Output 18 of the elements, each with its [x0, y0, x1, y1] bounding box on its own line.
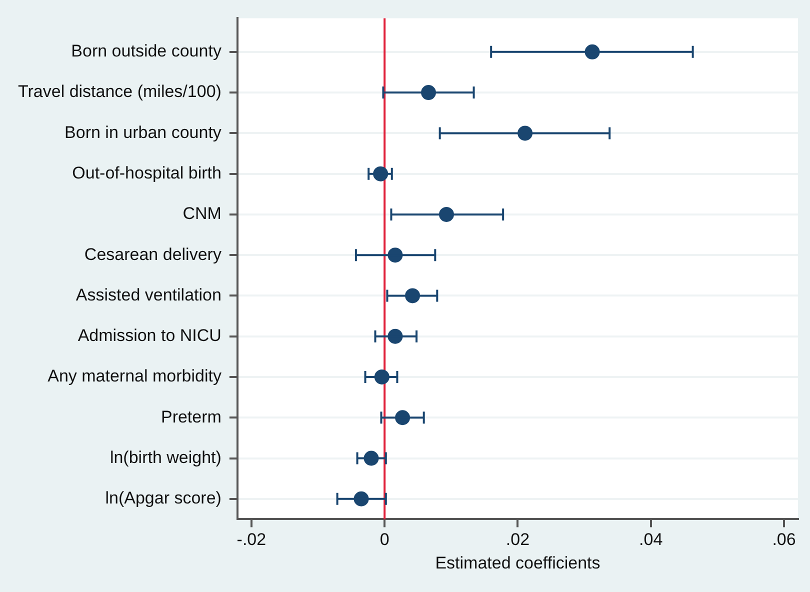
- y-tick-label: Any maternal morbidity: [48, 366, 222, 386]
- y-tick-label: Admission to NICU: [78, 326, 222, 346]
- x-tick-label: -.02: [236, 530, 266, 550]
- y-tick-label: Cesarean delivery: [84, 244, 222, 264]
- y-tick-label: Preterm: [160, 407, 222, 426]
- x-axis-title: Estimated coefficients: [435, 553, 600, 572]
- y-tick-label: ln(Apgar score): [105, 488, 222, 508]
- y-tick-label: Born outside county: [71, 42, 222, 61]
- y-tick-label: Born in urban county: [64, 122, 222, 142]
- y-tick-label: ln(birth weight): [110, 448, 222, 467]
- x-tick-label: .02: [506, 530, 530, 550]
- x-tick-label: .06: [772, 530, 796, 550]
- x-tick-label: 0: [380, 530, 390, 550]
- y-tick-label: Assisted ventilation: [76, 285, 222, 304]
- x-tick-label: .04: [639, 530, 663, 550]
- y-tick-label: Travel distance (miles/100): [18, 82, 222, 102]
- y-tick-label: Out-of-hospital birth: [72, 164, 222, 183]
- y-tick-label: CNM: [182, 204, 222, 224]
